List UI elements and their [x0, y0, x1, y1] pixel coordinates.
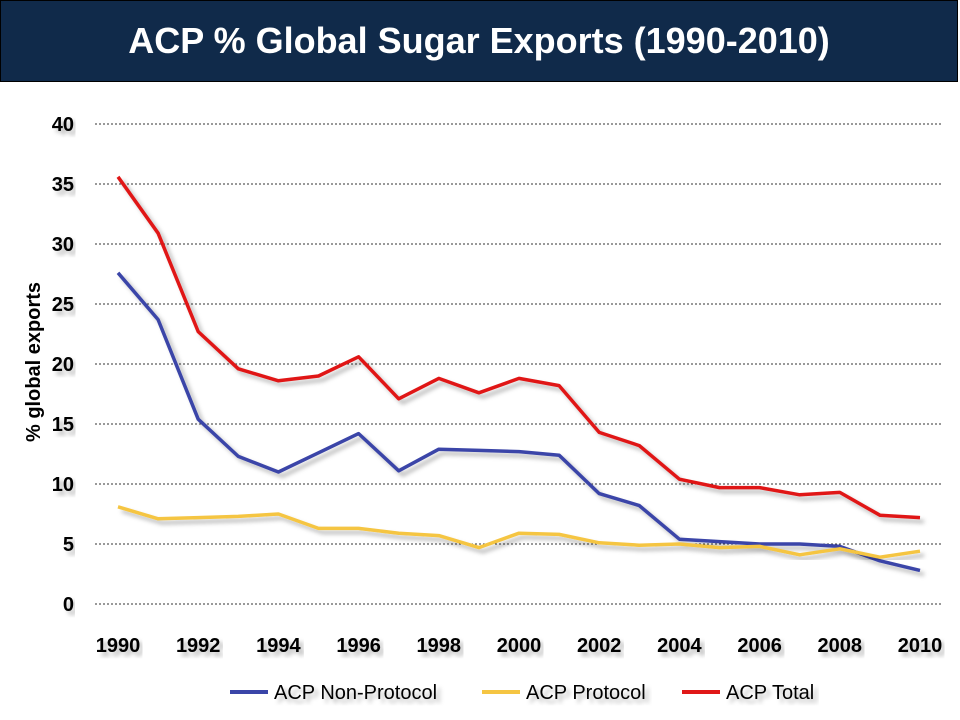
x-tick-label: 1990: [96, 635, 141, 657]
x-tick-label: 1992: [176, 635, 221, 657]
title-bar: ACP % Global Sugar Exports (1990-2010): [0, 0, 958, 82]
x-tick-label: 2010: [898, 635, 943, 657]
x-tick-label: 1996: [336, 635, 381, 657]
y-tick-labels: 0 5 10 15 20 25 30 35 40: [52, 114, 74, 616]
legend-label: ACP Protocol: [526, 682, 646, 704]
series-line-acp-protocol: [117, 505, 921, 559]
x-tick-label: 1994: [256, 635, 301, 657]
y-tick-label: 10: [52, 474, 74, 496]
y-axis-label: % global exports: [23, 282, 45, 442]
x-tick-labels: 1990 1992 1994 1996 1998 2000 2002 2004 2006 2008…: [96, 635, 943, 657]
y-tick-label: 20: [52, 354, 74, 376]
series-line-acp-total: [116, 175, 921, 520]
legend-label: ACP Total: [726, 682, 814, 704]
y-tick-label: 40: [52, 114, 74, 136]
line-chart: 0 5 10 15 20 25 30 35 40 1990 1992 1994 1996 1998 200…: [23, 114, 943, 704]
chart-title: ACP % Global Sugar Exports (1990-2010): [128, 20, 830, 61]
y-tick-label: 5: [63, 534, 74, 556]
x-tick-label: 2004: [657, 635, 702, 657]
y-tick-label: 15: [52, 414, 74, 436]
y-tick-label: 25: [52, 294, 74, 316]
x-tick-label: 2000: [497, 635, 542, 657]
x-tick-label: 2008: [818, 635, 863, 657]
series-line-acp-non-protocol: [116, 271, 921, 573]
y-tick-label: 35: [52, 174, 74, 196]
series-lines: [116, 175, 921, 573]
legend: ACP Non-Protocol ACP Protocol ACP Total: [230, 682, 814, 704]
legend-label: ACP Non-Protocol: [274, 682, 437, 704]
x-tick-label: 2002: [577, 635, 622, 657]
y-tick-label: 30: [52, 234, 74, 256]
x-tick-label: 1998: [417, 635, 462, 657]
x-tick-label: 2006: [737, 635, 782, 657]
y-tick-label: 0: [63, 594, 74, 616]
